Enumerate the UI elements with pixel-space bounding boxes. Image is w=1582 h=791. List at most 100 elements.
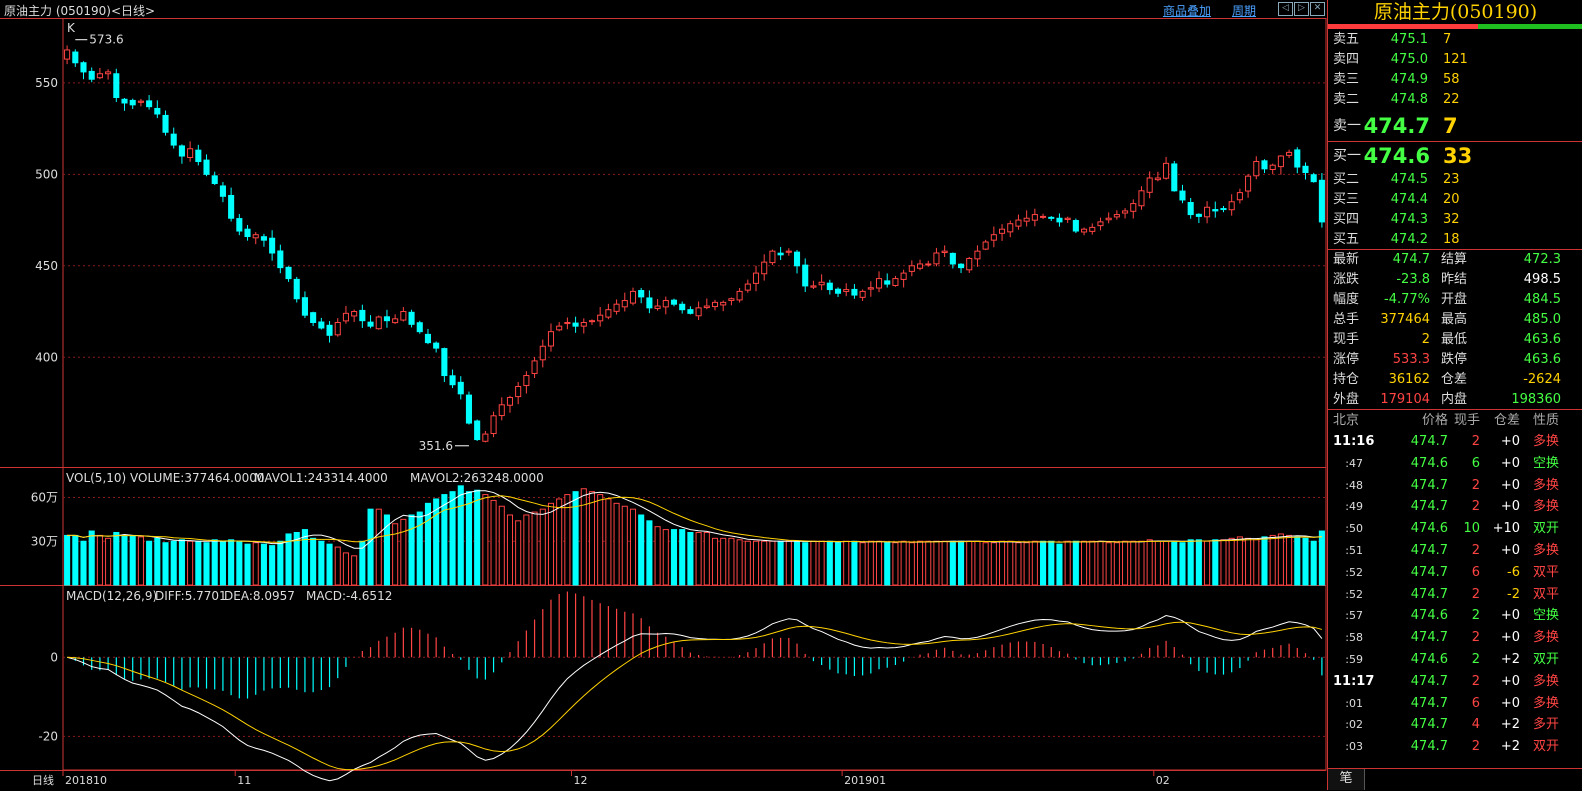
volume-bar (187, 540, 194, 586)
tick-price: 474.7 (1410, 630, 1448, 646)
ask-level-3[interactable]: 卖三 474.9 58 (1328, 70, 1582, 90)
tick-header-qty: 现手 (1453, 413, 1480, 428)
stat-value: 463.6 (1523, 332, 1561, 347)
candle (400, 311, 407, 321)
tick-row[interactable]: :57 474.6 2 +0 空换 (1328, 605, 1582, 627)
level-qty: 33 (1443, 144, 1473, 168)
ask-level-2[interactable]: 卖二 474.8 22 (1328, 90, 1582, 110)
candle (457, 381, 464, 395)
candle (851, 288, 858, 296)
tick-diff: +0 (1500, 477, 1520, 493)
tick-row[interactable]: :52 474.7 2 -2 双平 (1328, 584, 1582, 606)
volume-bar (638, 514, 645, 586)
volume-bar (441, 494, 448, 586)
volume-bar (310, 537, 317, 586)
tick-row[interactable]: :51 474.7 2 +0 多换 (1328, 540, 1582, 562)
ask-level-1[interactable]: 卖一 474.7 7 (1328, 112, 1582, 140)
tick-row[interactable]: :50 474.6 10 +10 双开 (1328, 518, 1582, 540)
scroll-right-icon[interactable]: ▷ (1294, 2, 1309, 16)
tick-row[interactable]: 11:16 474.7 2 +0 多换 (1328, 431, 1582, 453)
candle (916, 263, 924, 269)
kline-chart[interactable]: 550 500 450 400 K 573.6 351.6 60万 30万 VOL(5,10) V… (0, 18, 1327, 790)
volume-bar (88, 530, 95, 586)
level-label: 卖一 (1333, 118, 1361, 134)
candle (88, 70, 95, 80)
tick-row[interactable]: :02 474.7 4 +2 多开 (1328, 714, 1582, 736)
candle (859, 290, 866, 298)
price-tick-label: 400 (35, 350, 58, 364)
candle (269, 237, 276, 254)
candle (933, 252, 940, 265)
stats-row: 涨跌 -23.8 昨结 498.5 (1328, 270, 1582, 290)
window-title: 原油主力 (050190)<日线> (4, 4, 156, 18)
bid-level-2[interactable]: 买二 474.5 23 (1328, 170, 1582, 190)
tick-diff: -2 (1507, 586, 1520, 602)
tick-row[interactable]: :52 474.7 6 -6 双平 (1328, 562, 1582, 584)
period-link[interactable]: 周期 (1232, 4, 1257, 18)
volume-bar (515, 520, 522, 586)
level-price: 474.2 (1390, 232, 1428, 247)
level-label: 卖四 (1333, 52, 1360, 67)
stats-row: 幅度 -4.77% 开盘 484.5 (1328, 290, 1582, 310)
volume-bar (867, 540, 874, 586)
tick-row[interactable]: :58 474.7 2 +0 多换 (1328, 627, 1582, 649)
tick-header-price: 价格 (1421, 413, 1448, 428)
volume-bar (597, 494, 604, 586)
tick-price: 474.6 (1410, 521, 1448, 537)
candle (1081, 228, 1088, 233)
stat-value: 377464 (1380, 312, 1430, 327)
volume-bar (884, 542, 891, 586)
bid-level-4[interactable]: 买四 474.3 32 (1328, 210, 1582, 230)
tick-row[interactable]: :49 474.7 2 +0 多换 (1328, 496, 1582, 518)
scroll-left-icon[interactable]: ◁ (1278, 2, 1293, 16)
bid-level-1[interactable]: 买一 474.6 33 (1328, 142, 1582, 170)
volume-bar (629, 508, 637, 586)
tick-row[interactable]: :01 474.7 6 +0 多换 (1328, 693, 1582, 715)
volume-bar (580, 488, 587, 586)
bid-level-5[interactable]: 买五 474.2 18 (1328, 230, 1582, 250)
tick-row[interactable]: :47 474.6 6 +0 空换 (1328, 453, 1582, 475)
candle (580, 321, 587, 327)
x-tick-label: 201901 (844, 774, 886, 787)
candle (1031, 214, 1038, 221)
candle (793, 251, 801, 267)
stat-value: -23.8 (1396, 272, 1430, 287)
level-price: 474.9 (1390, 72, 1428, 87)
candle (449, 375, 456, 386)
volume-bar (556, 498, 563, 586)
volume-bar (851, 540, 858, 586)
bid-level-3[interactable]: 买三 474.4 20 (1328, 190, 1582, 210)
ask-level-4[interactable]: 卖四 475.0 121 (1328, 50, 1582, 70)
x-tick-label: 11 (237, 774, 251, 787)
candle (834, 288, 842, 294)
tick-qty: 2 (1471, 630, 1480, 646)
tick-row[interactable]: 11:17 474.7 2 +0 多换 (1328, 671, 1582, 693)
candle (351, 311, 358, 317)
tick-header-diff: 仓差 (1493, 413, 1520, 428)
candle (96, 73, 103, 79)
ask-level-5[interactable]: 卖五 475.1 7 (1328, 30, 1582, 50)
tick-row[interactable]: :03 474.7 2 +2 双开 (1328, 736, 1582, 758)
volume-tick-label: 60万 (31, 491, 58, 505)
candle (326, 324, 333, 336)
stat-value: 2 (1421, 332, 1430, 347)
volume-bar (752, 540, 760, 586)
stat-value: 485.0 (1523, 312, 1561, 327)
stat-label: 仓差 (1441, 372, 1468, 387)
volume-bar (892, 542, 899, 586)
tick-row[interactable]: :48 474.7 2 +0 多换 (1328, 475, 1582, 497)
candle (146, 100, 153, 108)
diff-label: DIFF:5.7701 (155, 589, 227, 603)
stat-label: 涨跌 (1333, 272, 1360, 287)
tick-time: :58 (1345, 631, 1363, 645)
macd-tick-label: 0 (50, 650, 58, 664)
volume-bar (687, 532, 694, 586)
tick-row[interactable]: :59 474.6 2 +2 双开 (1328, 649, 1582, 671)
overlay-commodity-link[interactable]: 商品叠加 (1163, 4, 1212, 18)
close-icon[interactable]: ✕ (1310, 2, 1325, 16)
volume-bar (326, 543, 333, 586)
volume-bar (449, 491, 456, 586)
tick-diff: +0 (1500, 455, 1520, 471)
tab-tick[interactable]: 笔 (1328, 769, 1365, 790)
level-price: 475.1 (1390, 32, 1428, 47)
